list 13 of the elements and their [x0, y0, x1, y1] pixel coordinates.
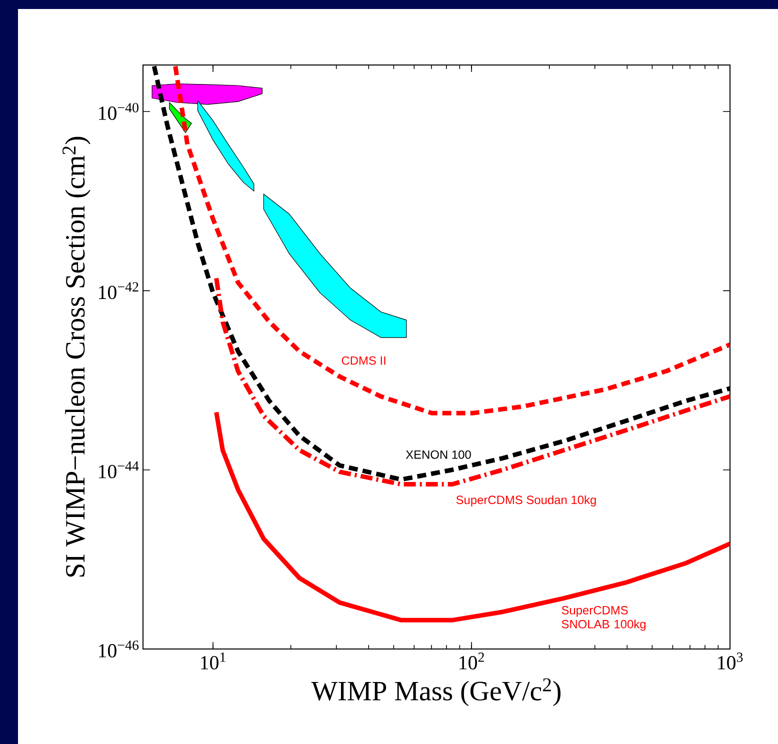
x-tick-label: 10$^{3}$	[718, 652, 743, 670]
x-tick-label: 10$^{2}$	[460, 652, 484, 670]
y-tick-label: 10$^{−46}$	[99, 640, 139, 658]
y-axis-title: SI WIMP−nucleon Cross Section (cm$^{2}$)	[62, 136, 90, 577]
x-tick-label: 10$^{1}$	[201, 652, 226, 670]
series-label: SuperCDMS Soudan 10kg	[456, 495, 596, 506]
series-label: XENON 100	[406, 450, 471, 459]
y-tick-label: 10$^{−44}$	[99, 461, 139, 478]
series-label: SuperCDMS SNOLAB 100kg	[562, 606, 646, 631]
x-axis-title: WIMP Mass (GeV/c$^{2}$)	[311, 678, 560, 706]
y-tick-label: 10$^{−42}$	[99, 282, 138, 300]
y-tick-label: 10$^{−40}$	[99, 102, 138, 120]
series-label: CDMS II	[342, 356, 386, 365]
